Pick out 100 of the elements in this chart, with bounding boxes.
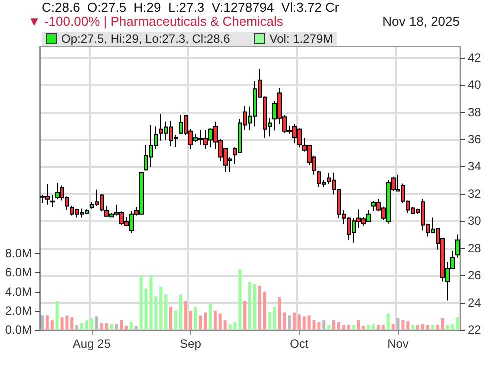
bar <box>194 307 198 330</box>
bar <box>412 325 415 330</box>
bar <box>328 325 331 330</box>
y-tick-label: 40 <box>468 78 482 92</box>
legend-label: Vol: 1.279M <box>270 32 334 46</box>
bar <box>85 320 88 330</box>
y-tick-label: 26 <box>468 268 482 283</box>
bar <box>332 320 336 330</box>
bar <box>421 324 424 330</box>
bar <box>347 325 350 330</box>
bar <box>416 325 420 330</box>
bar <box>228 324 232 330</box>
bar <box>214 310 217 330</box>
bar <box>426 325 430 330</box>
bar <box>283 312 286 330</box>
text: ▼ -100.00% | Pharmaceuticals & Chemicals <box>28 14 284 29</box>
bar <box>244 301 247 330</box>
bar <box>76 325 79 330</box>
bar <box>124 326 128 330</box>
bar <box>362 326 366 330</box>
bar <box>248 282 252 330</box>
bar <box>164 294 168 330</box>
y-tick-label: 22 <box>468 323 482 337</box>
bar <box>234 322 237 330</box>
y2-tick-label: 2.0M <box>5 304 32 318</box>
bar <box>199 316 202 330</box>
candlestick <box>55 182 60 200</box>
bar <box>382 325 385 330</box>
x-tick-label: Oct <box>290 337 310 351</box>
bar <box>134 326 138 330</box>
bar <box>253 284 256 330</box>
chart-subtitle: C:28.6 O:27.5 H:29 L:27.3 V:1278794 Vl:3.72 Cr <box>42 0 340 15</box>
bar <box>263 292 266 330</box>
bar <box>80 323 84 330</box>
x-tick-label: Sep <box>180 337 202 351</box>
bar <box>40 316 44 330</box>
y-tick-label: 30 <box>468 214 482 228</box>
bar <box>396 318 400 330</box>
bar <box>431 325 434 330</box>
bar <box>357 320 360 330</box>
bar <box>120 320 124 330</box>
x-tick-label: Nov <box>388 337 409 351</box>
y-tick-label: 32 <box>468 186 482 201</box>
bar <box>318 322 321 330</box>
bar <box>288 316 292 330</box>
bar <box>169 307 172 330</box>
candlestick <box>455 234 460 258</box>
y2-tick-label: 6.0M <box>5 266 32 280</box>
text: Nov 18, 2025 <box>382 14 460 29</box>
bar <box>154 296 158 330</box>
bar <box>292 312 296 330</box>
bar <box>90 318 94 330</box>
y2-tick-label: 0.0M <box>5 323 32 337</box>
bar <box>322 320 326 330</box>
y2-tick-label: 4.0M <box>5 284 32 299</box>
bar <box>150 276 153 330</box>
y-tick-label: 38 <box>468 105 482 120</box>
bar <box>115 324 118 330</box>
y-tick-label: 34 <box>468 160 482 174</box>
bar <box>342 325 346 330</box>
bar <box>456 318 460 330</box>
bar <box>60 318 64 330</box>
bar <box>224 320 227 330</box>
bar <box>406 321 410 330</box>
bar <box>50 320 54 330</box>
bar <box>446 325 450 330</box>
legend-label: Op:27.5, Hi:29, Lo:27.3, Cl:28.6 <box>62 32 231 46</box>
bar <box>130 322 133 330</box>
bar <box>298 314 301 330</box>
bar <box>66 316 69 330</box>
bar <box>179 294 182 330</box>
y-tick-label: 28 <box>468 241 482 256</box>
bar <box>174 310 178 330</box>
bar <box>204 312 208 330</box>
bar <box>70 318 74 330</box>
bar <box>258 286 262 330</box>
bar <box>56 301 59 330</box>
bar <box>46 316 49 330</box>
bar <box>110 324 114 330</box>
bar <box>238 270 242 330</box>
bar <box>367 325 370 330</box>
bar <box>352 325 356 330</box>
bar <box>386 314 390 330</box>
y-tick-label: 42 <box>468 50 482 65</box>
bar <box>402 320 405 330</box>
bar <box>372 324 376 330</box>
bar <box>337 322 340 330</box>
bar <box>160 286 163 330</box>
y2-tick-label: 8.0M <box>5 246 32 261</box>
bar <box>451 324 454 330</box>
y-tick-label: 24 <box>468 296 482 310</box>
bar <box>302 316 306 330</box>
x-tick-label: Aug 25 <box>72 337 112 351</box>
bar <box>95 316 98 330</box>
bar <box>208 304 212 330</box>
bar <box>278 297 282 330</box>
candlestick <box>50 194 55 208</box>
y-tick-label: 36 <box>468 132 482 147</box>
bar <box>376 325 380 330</box>
bar <box>218 314 222 330</box>
